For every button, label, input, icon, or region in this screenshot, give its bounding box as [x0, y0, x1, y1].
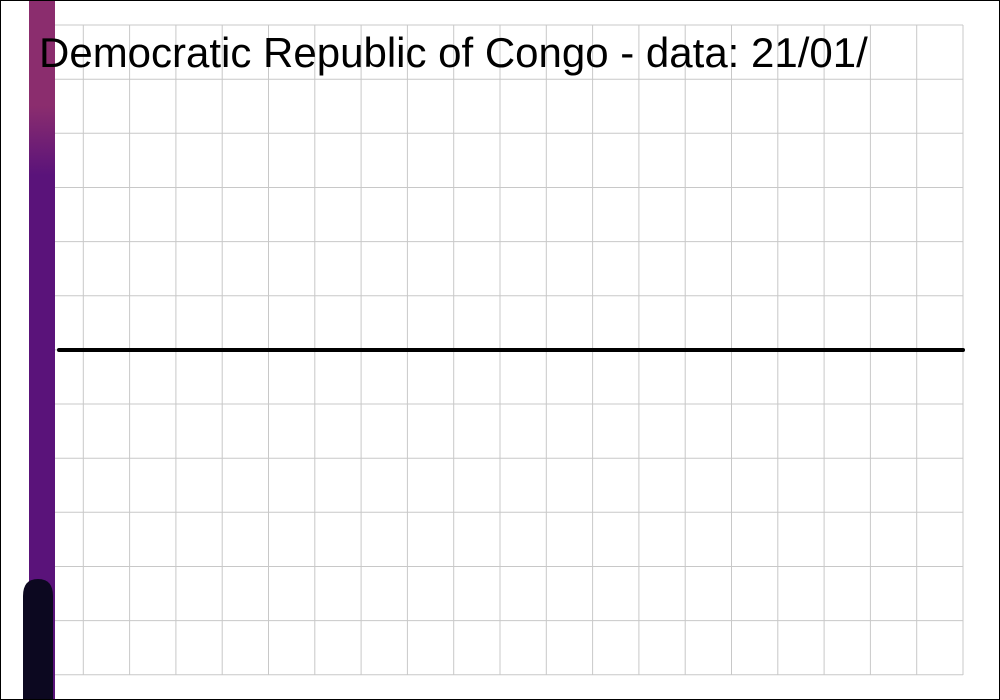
chart-title: Democratic Republic of Congo - data: 21/…: [39, 29, 868, 76]
color-bar: [23, 1, 55, 699]
color-bar-cap: [23, 579, 53, 699]
